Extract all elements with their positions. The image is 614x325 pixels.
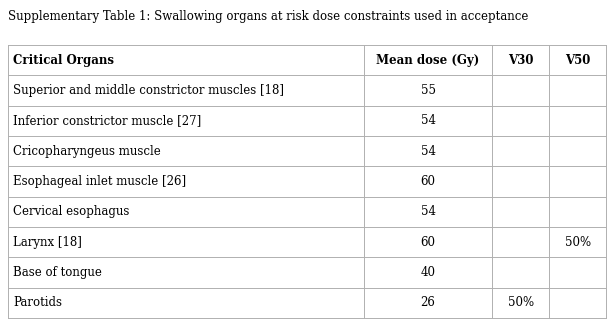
Text: Esophageal inlet muscle [26]: Esophageal inlet muscle [26] [13,175,186,188]
Text: Critical Organs: Critical Organs [13,54,114,67]
Text: 60: 60 [421,236,435,249]
Text: V30: V30 [508,54,534,67]
Text: 26: 26 [421,296,435,309]
Text: 54: 54 [421,205,435,218]
Text: Cervical esophagus: Cervical esophagus [13,205,130,218]
Text: 54: 54 [421,145,435,158]
Text: 54: 54 [421,114,435,127]
Text: Cricopharyngeus muscle: Cricopharyngeus muscle [13,145,161,158]
Text: Supplementary Table 1: Swallowing organs at risk dose constraints used in accept: Supplementary Table 1: Swallowing organs… [8,10,529,23]
Text: 50%: 50% [564,236,591,249]
Text: Parotids: Parotids [13,296,62,309]
Text: V50: V50 [565,54,590,67]
Text: 60: 60 [421,175,435,188]
Text: Larynx [18]: Larynx [18] [13,236,82,249]
Text: Superior and middle constrictor muscles [18]: Superior and middle constrictor muscles … [13,84,284,97]
Text: Base of tongue: Base of tongue [13,266,102,279]
Text: 55: 55 [421,84,435,97]
Text: 40: 40 [421,266,435,279]
Text: Mean dose (Gy): Mean dose (Gy) [376,54,480,67]
Text: 50%: 50% [508,296,534,309]
Text: Inferior constrictor muscle [27]: Inferior constrictor muscle [27] [13,114,201,127]
